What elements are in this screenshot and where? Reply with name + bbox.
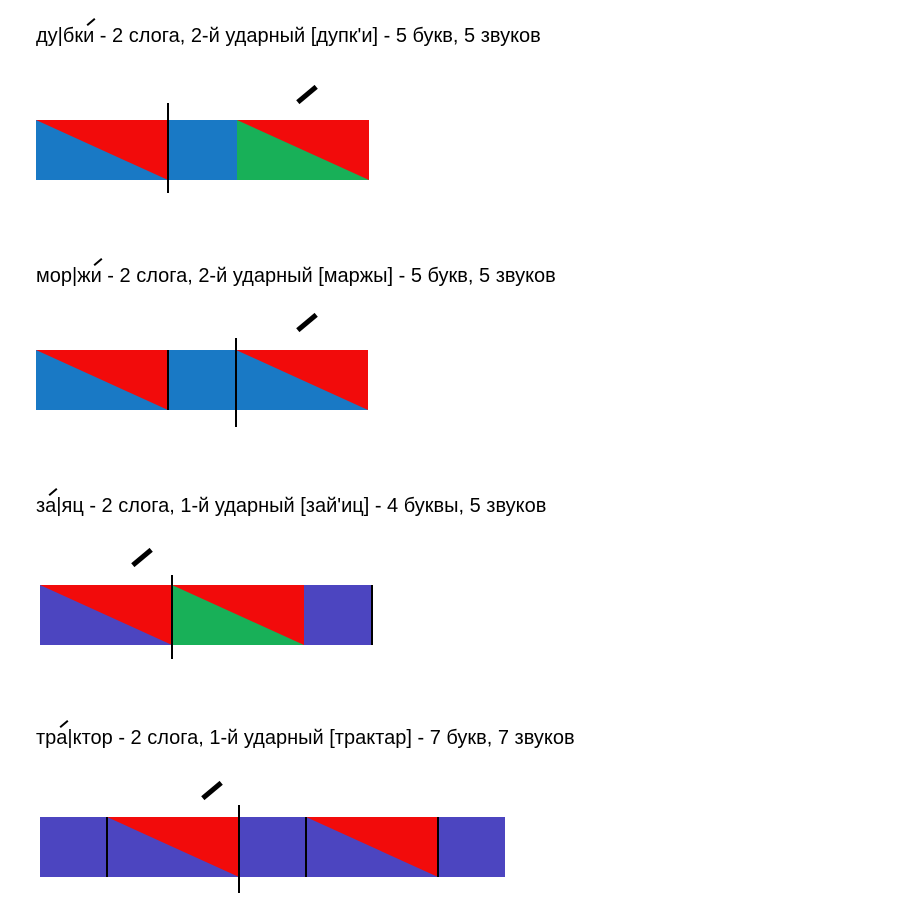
phoneme-cell (168, 350, 236, 410)
word-description: за|яц - 2 слога, 1-й ударный [зай'иц] - … (36, 495, 546, 518)
phoneme-cell (239, 817, 306, 877)
phoneme-cell (168, 120, 237, 180)
syllable-divider (305, 817, 307, 877)
word-description: мор|жи - 2 слога, 2-й ударный [маржы] - … (36, 265, 556, 288)
accented-letter: и (83, 25, 94, 48)
text-post: |яц - 2 слога, 1-й ударный [зай'иц] - 4 … (56, 495, 546, 517)
syllable-divider (167, 350, 169, 410)
stress-mark-icon (131, 548, 153, 567)
stress-mark-icon (296, 85, 318, 104)
stress-mark-icon (296, 313, 318, 332)
accented-letter: и (91, 265, 102, 288)
triangle-overlay (236, 350, 368, 410)
word-description: тра|ктор - 2 слога, 1-й ударный [трактар… (36, 727, 575, 750)
accented-letter: а (56, 727, 67, 750)
text-post: |ктор - 2 слога, 1-й ударный [трактар] -… (67, 727, 574, 749)
syllable-divider (235, 338, 237, 427)
syllable-divider (238, 805, 240, 893)
syllable-divider (106, 817, 108, 877)
accented-letter: а (45, 495, 56, 518)
syllable-divider (437, 817, 439, 877)
text-pre: тр (36, 727, 56, 749)
syllable-divider (167, 103, 169, 193)
syllable-divider (171, 575, 173, 659)
triangle-overlay (36, 350, 168, 410)
text-pre: з (36, 495, 45, 517)
syllable-divider (371, 585, 373, 645)
text-post: - 2 слога, 2-й ударный [маржы] - 5 букв,… (102, 265, 556, 287)
triangle-overlay (237, 120, 369, 180)
text-post: - 2 слога, 2-й ударный [дупк'и] - 5 букв… (94, 25, 541, 47)
phoneme-cell (304, 585, 372, 645)
phoneme-cell (438, 817, 505, 877)
text-pre: мор|ж (36, 265, 91, 287)
triangle-overlay (40, 585, 172, 645)
word-description: ду|бки - 2 слога, 2-й ударный [дупк'и] -… (36, 25, 541, 48)
phoneme-cell (40, 817, 107, 877)
triangle-overlay (172, 585, 304, 645)
triangle-overlay (36, 120, 168, 180)
text-pre: ду|бк (36, 25, 83, 47)
triangle-overlay (107, 817, 239, 877)
stress-mark-icon (201, 781, 223, 800)
triangle-overlay (306, 817, 438, 877)
